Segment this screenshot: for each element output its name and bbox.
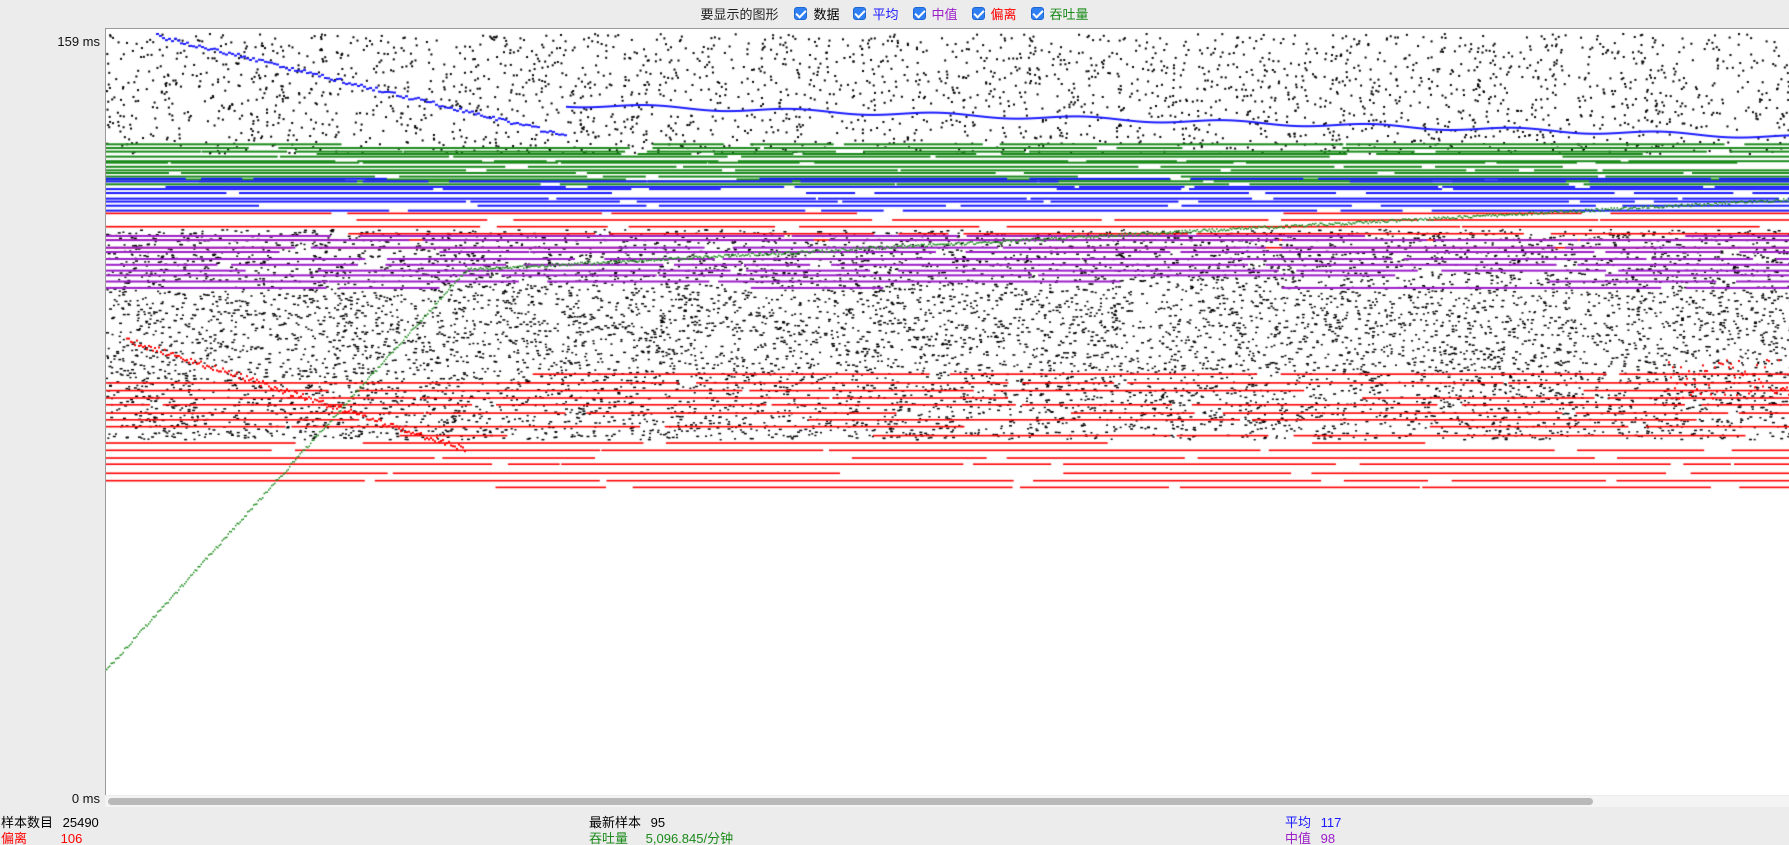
stat-latest: 最新样本 95	[589, 812, 665, 831]
average-value: 117	[1320, 815, 1342, 830]
throughput-value: 5,096.845/分钟	[645, 831, 734, 845]
check-icon[interactable]	[912, 6, 926, 20]
samples-value: 25490	[62, 815, 99, 830]
graph-canvas	[106, 29, 1789, 795]
label-data: 数据	[813, 6, 840, 22]
checkbox-data[interactable]: 数据	[794, 4, 839, 23]
label-throughput: 吞吐量	[1049, 6, 1089, 22]
stat-average: 平均 117	[1285, 812, 1341, 831]
scrollbar-thumb[interactable]	[108, 798, 1593, 805]
y-axis-max-label: 159 ms	[57, 34, 100, 49]
average-label: 平均	[1285, 815, 1312, 830]
samples-label: 样本数目	[1, 815, 54, 830]
label-median: 中值	[931, 6, 958, 22]
stat-throughput: 吞吐量 5,096.845/分钟	[589, 828, 733, 845]
checkbox-median[interactable]: 中值	[912, 4, 958, 23]
horizontal-scrollbar[interactable]	[105, 796, 1789, 807]
check-icon[interactable]	[1030, 6, 1044, 20]
stat-deviation: 偏离 106	[1, 828, 82, 845]
checkbox-throughput[interactable]: 吞吐量	[1030, 4, 1089, 23]
median-label: 中值	[1285, 831, 1312, 845]
check-icon[interactable]	[853, 6, 867, 20]
latest-label: 最新样本	[589, 815, 642, 830]
y-axis-min-label: 0 ms	[71, 791, 100, 806]
check-icon[interactable]	[971, 6, 985, 20]
deviation-value: 106	[60, 831, 83, 845]
label-average: 平均	[872, 6, 899, 22]
stat-samples: 样本数目 25490	[1, 812, 99, 831]
plot-area	[105, 28, 1789, 795]
median-value: 98	[1320, 831, 1336, 845]
deviation-label: 偏离	[1, 831, 28, 845]
stat-median: 中值 98	[1285, 828, 1335, 845]
label-deviation: 偏离	[990, 6, 1017, 22]
checkbox-deviation[interactable]: 偏离	[971, 4, 1017, 23]
throughput-label: 吞吐量	[589, 831, 629, 845]
check-icon[interactable]	[794, 6, 808, 20]
graph-legend: 要显示的图形 数据 平均 中值 偏离 吞吐量	[0, 0, 1789, 26]
legend-title: 要显示的图形	[700, 6, 779, 22]
latest-value: 95	[650, 815, 666, 830]
checkbox-average[interactable]: 平均	[853, 4, 899, 23]
